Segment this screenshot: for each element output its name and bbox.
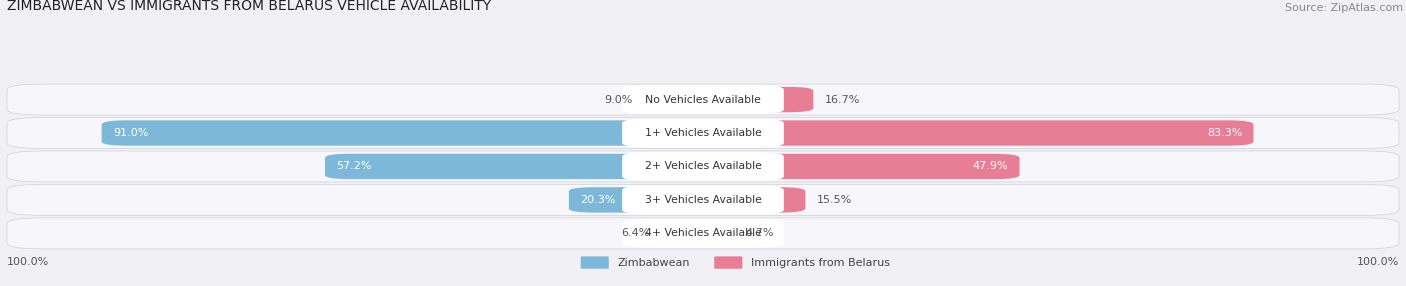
Text: 1+ Vehicles Available: 1+ Vehicles Available (644, 128, 762, 138)
Text: 9.0%: 9.0% (605, 95, 633, 105)
FancyBboxPatch shape (7, 184, 1399, 215)
FancyBboxPatch shape (621, 152, 785, 181)
FancyBboxPatch shape (621, 186, 785, 214)
Text: 100.0%: 100.0% (1357, 257, 1399, 267)
FancyBboxPatch shape (621, 85, 785, 114)
FancyBboxPatch shape (703, 221, 734, 246)
FancyBboxPatch shape (703, 87, 813, 112)
Text: ZIMBABWEAN VS IMMIGRANTS FROM BELARUS VEHICLE AVAILABILITY: ZIMBABWEAN VS IMMIGRANTS FROM BELARUS VE… (7, 0, 491, 13)
Text: 83.3%: 83.3% (1206, 128, 1243, 138)
FancyBboxPatch shape (325, 154, 703, 179)
Text: 4.7%: 4.7% (745, 228, 773, 238)
Text: 3+ Vehicles Available: 3+ Vehicles Available (644, 195, 762, 205)
FancyBboxPatch shape (101, 120, 703, 146)
FancyBboxPatch shape (7, 218, 1399, 249)
FancyBboxPatch shape (569, 187, 703, 212)
FancyBboxPatch shape (661, 221, 703, 246)
FancyBboxPatch shape (703, 187, 806, 212)
FancyBboxPatch shape (703, 120, 1254, 146)
Text: Zimbabwean: Zimbabwean (617, 258, 690, 267)
FancyBboxPatch shape (7, 118, 1399, 148)
Text: 16.7%: 16.7% (824, 95, 860, 105)
FancyBboxPatch shape (7, 151, 1399, 182)
FancyBboxPatch shape (644, 87, 703, 112)
Text: 6.4%: 6.4% (621, 228, 650, 238)
Text: 15.5%: 15.5% (817, 195, 852, 205)
Text: Immigrants from Belarus: Immigrants from Belarus (751, 258, 890, 267)
Text: 20.3%: 20.3% (581, 195, 616, 205)
FancyBboxPatch shape (7, 84, 1399, 115)
Text: 4+ Vehicles Available: 4+ Vehicles Available (644, 228, 762, 238)
Text: 57.2%: 57.2% (336, 162, 371, 171)
FancyBboxPatch shape (703, 154, 1019, 179)
Text: No Vehicles Available: No Vehicles Available (645, 95, 761, 105)
Text: 91.0%: 91.0% (112, 128, 148, 138)
FancyBboxPatch shape (621, 219, 785, 248)
Text: 100.0%: 100.0% (7, 257, 49, 267)
Text: 2+ Vehicles Available: 2+ Vehicles Available (644, 162, 762, 171)
FancyBboxPatch shape (581, 256, 609, 269)
Text: 47.9%: 47.9% (973, 162, 1008, 171)
FancyBboxPatch shape (621, 119, 785, 147)
Text: Source: ZipAtlas.com: Source: ZipAtlas.com (1285, 3, 1403, 13)
FancyBboxPatch shape (714, 256, 742, 269)
